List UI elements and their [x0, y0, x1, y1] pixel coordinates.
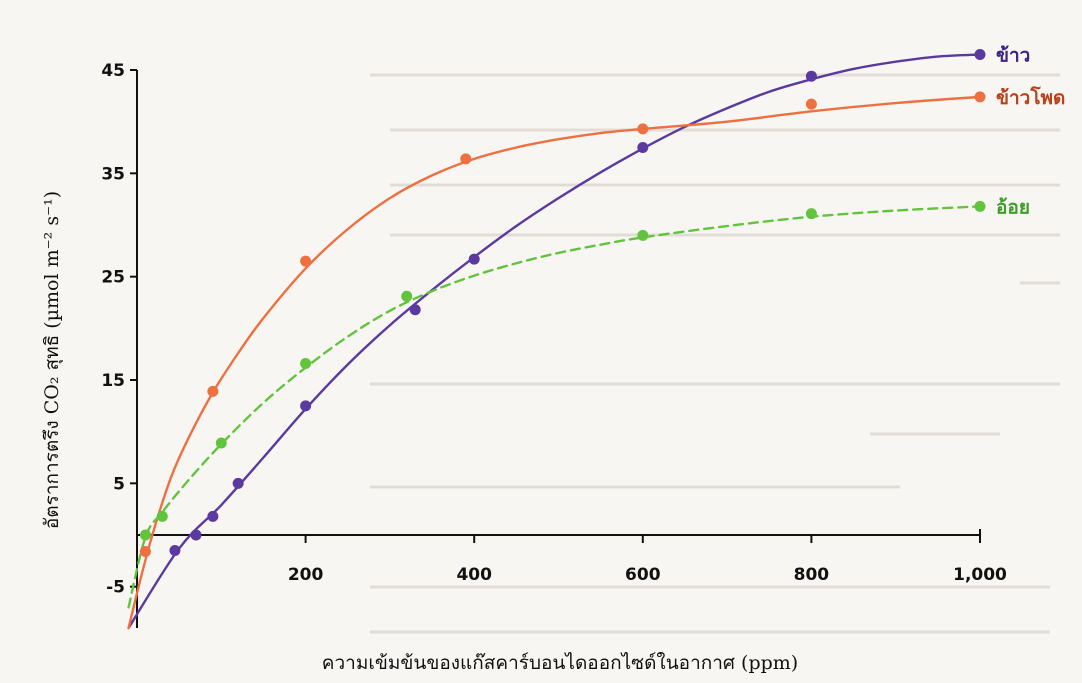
data-point-series-2: [637, 123, 649, 135]
data-point-series-1: [232, 477, 244, 489]
y-tick-label: 35: [101, 164, 125, 184]
legend-label-series-1: ข้าว: [996, 45, 1030, 67]
y-tick-label: 45: [101, 61, 125, 81]
data-point-series-1: [637, 142, 649, 153]
x-tick-label: 600: [625, 565, 661, 585]
data-point-series-1: [805, 70, 817, 82]
series-line-1: [127, 53, 982, 630]
data-point-series-3: [139, 529, 151, 541]
x-tick-label: 200: [288, 565, 324, 585]
data-point-series-1: [169, 545, 181, 556]
y-tick-label: 15: [101, 371, 125, 391]
y-tick-label: 25: [101, 268, 125, 288]
background-bleed-text: [370, 73, 1060, 634]
y-tick-label: 5: [113, 474, 125, 494]
series-curves: [127, 53, 982, 630]
data-point-series-2: [300, 255, 312, 267]
series-line-3: [127, 205, 982, 609]
legend-label-series-3: อ้อย: [996, 196, 1030, 218]
data-point-series-1: [190, 529, 202, 541]
data-point-series-2: [805, 98, 817, 110]
x-tick-label: 400: [456, 565, 492, 585]
data-point-series-3: [156, 510, 168, 522]
data-point-series-2: [207, 385, 219, 397]
data-point-series-3: [401, 290, 413, 302]
data-point-series-3: [300, 357, 312, 369]
x-axis-title: ความเข้มข้นของแก๊สคาร์บอนไดออกไซด์ในอากา…: [322, 652, 798, 674]
data-point-series-3: [805, 208, 817, 220]
y-tick-label: -5: [106, 578, 125, 598]
axes: 200 400 600 800 1,000 -5 5 15 25 35 45: [101, 61, 1007, 628]
data-point-series-2: [974, 91, 986, 103]
data-point-series-1: [468, 253, 480, 265]
data-point-series-1: [974, 49, 986, 60]
data-point-series-1: [207, 510, 219, 522]
series-line-2: [127, 95, 982, 630]
data-point-series-3: [215, 437, 227, 449]
data-point-series-1: [300, 400, 312, 412]
x-tick-label: 1,000: [953, 565, 1007, 585]
data-point-series-1: [409, 304, 421, 316]
legend-label-series-2: ข้าวโพด: [996, 86, 1065, 109]
series-points: [139, 49, 986, 558]
data-point-series-3: [637, 229, 649, 241]
data-point-series-2: [460, 153, 472, 165]
data-point-series-3: [974, 200, 986, 212]
data-point-series-2: [139, 546, 151, 558]
y-axis-title: อัตราการตรึง CO₂ สุทธิ (µmol m⁻² s⁻¹): [41, 191, 64, 529]
x-tick-label: 800: [794, 565, 830, 585]
